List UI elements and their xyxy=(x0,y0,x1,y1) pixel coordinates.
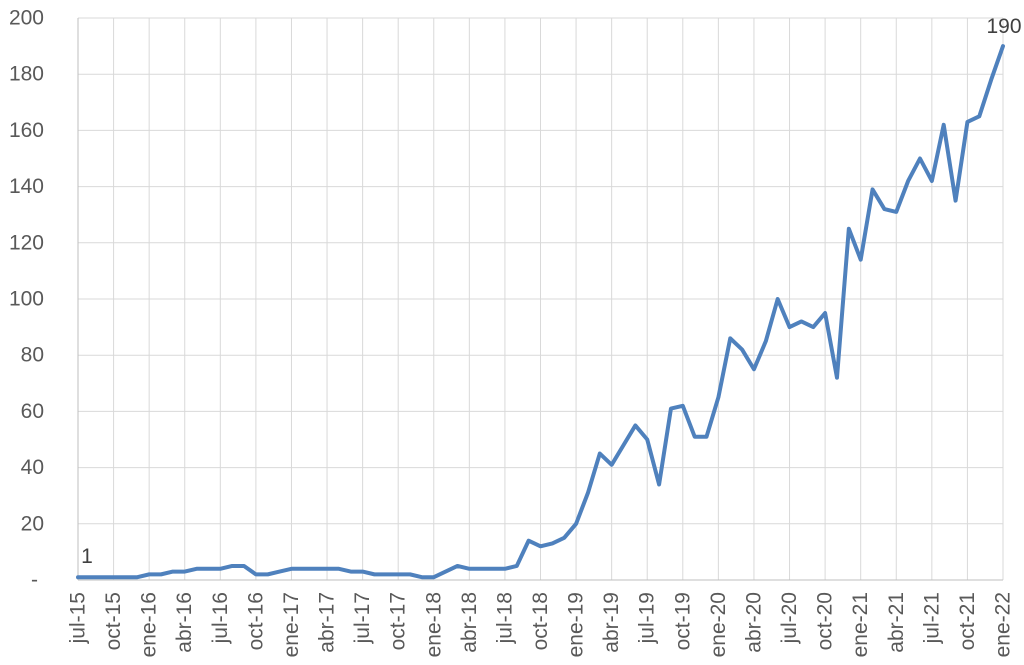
axes xyxy=(77,18,1003,581)
y-axis-labels: - 20 40 60 80 100 120 140 160 180 200 xyxy=(9,7,44,592)
y-axis-tick-label: 60 xyxy=(21,400,44,423)
gridlines xyxy=(78,17,1004,580)
x-axis-tick-label: jul-18 xyxy=(493,592,516,644)
data-label: 1 xyxy=(81,545,93,568)
x-axis-tick-label: abr-16 xyxy=(173,592,196,653)
x-axis-tick-label: jul-21 xyxy=(920,592,943,644)
x-axis-tick-label: jul-16 xyxy=(209,592,232,644)
x-axis-tick-label: oct-18 xyxy=(529,592,552,650)
x-axis-tick-label: jul-20 xyxy=(778,592,801,644)
x-axis-tick-label: abr-20 xyxy=(742,592,765,653)
x-axis-tick-label: oct-16 xyxy=(244,592,267,650)
x-axis-tick-label: abr-19 xyxy=(600,592,623,653)
x-axis-tick-label: abr-18 xyxy=(458,592,481,653)
y-axis-tick-label: 140 xyxy=(9,175,44,198)
x-axis-tick-label: jul-15 xyxy=(67,592,90,644)
y-axis-tick-label: 180 xyxy=(9,63,44,86)
x-axis-tick-label: ene-16 xyxy=(138,592,161,657)
x-axis-tick-label: oct-17 xyxy=(387,592,410,650)
x-axis-tick-label: oct-21 xyxy=(956,592,979,650)
data-line-series xyxy=(76,44,1005,580)
x-axis-tick-label: oct-15 xyxy=(102,592,125,650)
y-axis-tick-label: - xyxy=(31,569,38,592)
y-axis-tick-label: 120 xyxy=(9,231,44,254)
y-axis-tick-label: 20 xyxy=(21,512,44,535)
y-axis-tick-label: 160 xyxy=(9,119,44,142)
x-axis-tick-label: oct-19 xyxy=(671,592,694,650)
y-axis-tick-label: 100 xyxy=(9,288,44,311)
data-label: 190 xyxy=(986,15,1021,38)
x-axis-tick-label: ene-20 xyxy=(707,592,730,657)
x-axis-tick-label: abr-17 xyxy=(316,592,339,653)
y-axis-tick-label: 40 xyxy=(21,456,44,479)
x-axis-tick-label: oct-20 xyxy=(814,592,837,650)
y-axis-tick-label: 80 xyxy=(21,344,44,367)
x-axis-tick-label: ene-17 xyxy=(280,592,303,657)
x-axis-tick-label: abr-21 xyxy=(885,592,908,653)
x-axis-tick-label: jul-17 xyxy=(351,592,374,644)
x-axis-tick-label: jul-19 xyxy=(636,592,659,644)
y-axis-tick-label: 200 xyxy=(9,7,44,30)
x-axis-tick-label: ene-21 xyxy=(849,592,872,657)
data-labels: 1 190 xyxy=(81,15,1021,568)
x-axis-tick-label: ene-19 xyxy=(565,592,588,657)
x-axis-tick-label: ene-22 xyxy=(992,592,1015,657)
x-axis-tick-label: ene-18 xyxy=(422,592,445,657)
x-axis-labels: jul-15 oct-15 ene-16 abr-16 jul-16 oct-16 ene-… xyxy=(67,592,1015,657)
